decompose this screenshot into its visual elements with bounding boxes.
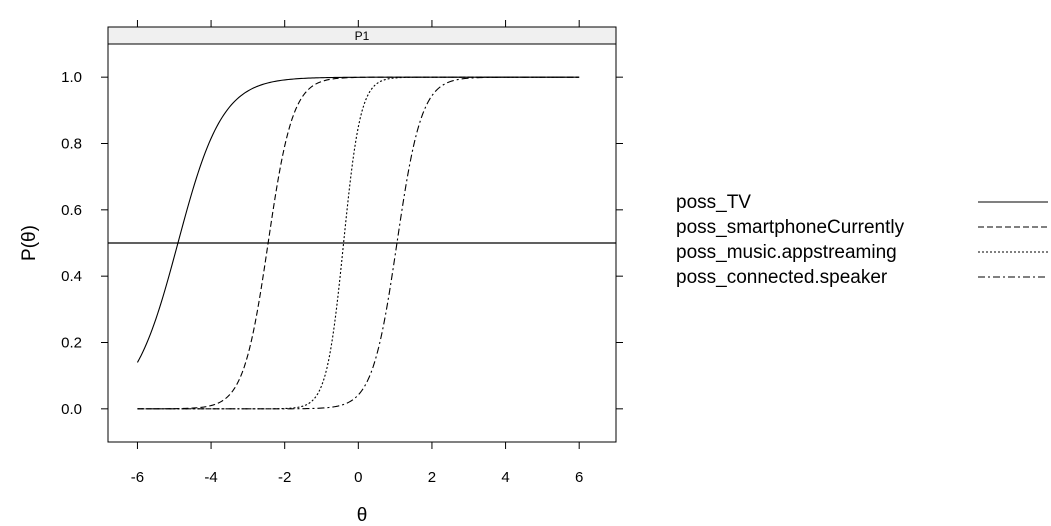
series-line-poss_TV — [136, 76, 580, 363]
series-line-poss_music.appstreaming — [137, 76, 580, 410]
x-axis-title: θ — [357, 505, 368, 526]
legend-label: poss_connected.speaker — [676, 267, 888, 288]
frame-layer: P1 — [107, 26, 617, 443]
series-line-poss_smartphoneCurrently — [137, 76, 580, 410]
x-tick-label: -6 — [131, 469, 144, 486]
y-axis-title: P(θ) — [19, 225, 40, 261]
legend-label: poss_music.appstreaming — [676, 242, 897, 263]
y-tick-label: 1.0 — [61, 69, 82, 86]
legend: poss_TV poss_smartphoneCurrently poss_musi… — [676, 192, 1048, 288]
legend-label: poss_smartphoneCurrently — [676, 217, 905, 238]
series-layer — [108, 76, 616, 410]
legend-label: poss_TV — [676, 192, 751, 213]
ticks-layer: -6 -4 -2 0 2 4 6 0.0 0.2 0.4 0.6 0.8 1.0 — [61, 20, 623, 486]
x-tick-label: 0 — [354, 469, 362, 486]
x-tick-label: 6 — [575, 469, 583, 486]
x-tick-label: 4 — [501, 469, 509, 486]
x-tick-label: -4 — [204, 469, 217, 486]
y-tick-label: 0.6 — [61, 202, 82, 219]
y-tick-label: 0.4 — [61, 268, 82, 285]
x-tick-label: -2 — [278, 469, 291, 486]
x-tick-label: 2 — [428, 469, 436, 486]
y-tick-label: 0.8 — [61, 136, 82, 153]
panel-strip-label: P1 — [355, 29, 370, 43]
y-tick-label: 0.0 — [61, 401, 82, 418]
y-tick-label: 0.2 — [61, 335, 82, 352]
